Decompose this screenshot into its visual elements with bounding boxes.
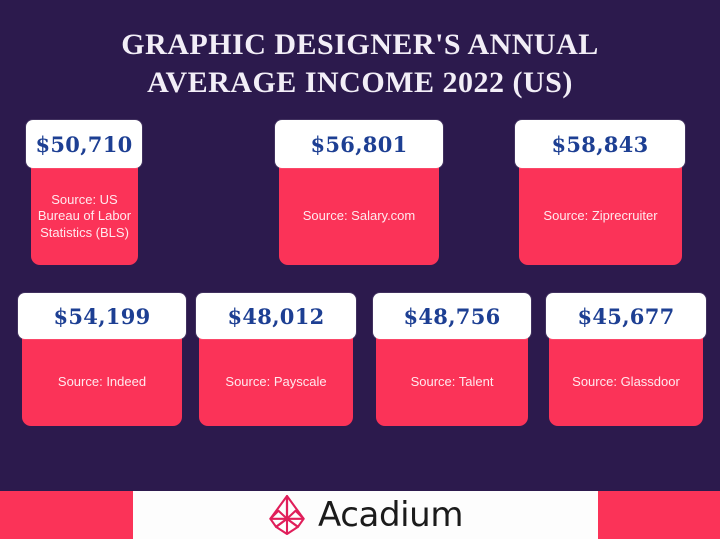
salary-value: $54,199 bbox=[53, 303, 151, 329]
brand-panel: Acadium bbox=[133, 491, 598, 539]
salary-card-header: $54,199 bbox=[18, 293, 186, 339]
salary-card-talent: $48,756 Source: Talent bbox=[373, 293, 531, 426]
salary-card-body: Source: US Bureau of Labor Statistics (B… bbox=[31, 161, 138, 265]
salary-card-header: $48,012 bbox=[196, 293, 356, 339]
salary-value: $45,677 bbox=[577, 303, 675, 329]
salary-source-label: Source: Talent bbox=[410, 374, 494, 390]
title-line-2: AVERAGE INCOME 2022 (US) bbox=[147, 66, 573, 100]
salary-source-label: Source: Payscale bbox=[225, 374, 327, 390]
salary-source-label: Source: Glassdoor bbox=[572, 374, 680, 390]
salary-card-body: Source: Indeed bbox=[22, 332, 182, 426]
salary-card-body: Source: Salary.com bbox=[279, 161, 439, 265]
salary-card-header: $56,801 bbox=[275, 120, 443, 168]
salary-source-label: Source: Indeed bbox=[57, 374, 147, 390]
acadium-diamond-logo-icon bbox=[269, 495, 305, 535]
brand-name: Acadium bbox=[317, 495, 464, 535]
salary-card-header: $58,843 bbox=[515, 120, 685, 168]
salary-card-header: $48,756 bbox=[373, 293, 531, 339]
salary-source-label: Source: Ziprecruiter bbox=[543, 208, 658, 224]
footer-left-accent bbox=[0, 491, 133, 539]
salary-card-body: Source: Talent bbox=[376, 332, 528, 426]
salary-card-body: Source: Payscale bbox=[199, 332, 353, 426]
salary-card-indeed: $54,199 Source: Indeed bbox=[18, 293, 186, 426]
salary-card-glassdoor: $45,677 Source: Glassdoor bbox=[546, 293, 706, 426]
salary-card-ziprecruiter: $58,843 Source: Ziprecruiter bbox=[515, 120, 685, 265]
salary-value: $48,756 bbox=[403, 303, 501, 329]
salary-value: $56,801 bbox=[310, 131, 408, 157]
salary-card-body: Source: Ziprecruiter bbox=[519, 161, 682, 265]
title-line-1: GRAPHIC DESIGNER'S ANNUAL bbox=[121, 28, 599, 61]
salary-source-label: Source: US Bureau of Labor Statistics (B… bbox=[37, 191, 132, 240]
salary-card-bls: $50,710 Source: US Bureau of Labor Stati… bbox=[26, 120, 142, 265]
footer-band: Acadium bbox=[0, 491, 720, 539]
page-title: GRAPHIC DESIGNER'S ANNUAL AVERAGE INCOME… bbox=[0, 26, 720, 102]
salary-source-label: Source: Salary.com bbox=[302, 208, 416, 224]
salary-card-header: $50,710 bbox=[26, 120, 142, 168]
salary-value: $50,710 bbox=[35, 131, 133, 157]
footer-right-accent bbox=[598, 491, 720, 539]
salary-card-salarycom: $56,801 Source: Salary.com bbox=[275, 120, 443, 265]
salary-card-header: $45,677 bbox=[546, 293, 706, 339]
salary-card-payscale: $48,012 Source: Payscale bbox=[196, 293, 356, 426]
salary-card-body: Source: Glassdoor bbox=[549, 332, 703, 426]
salary-value: $48,012 bbox=[227, 303, 325, 329]
salary-value: $58,843 bbox=[551, 131, 649, 157]
